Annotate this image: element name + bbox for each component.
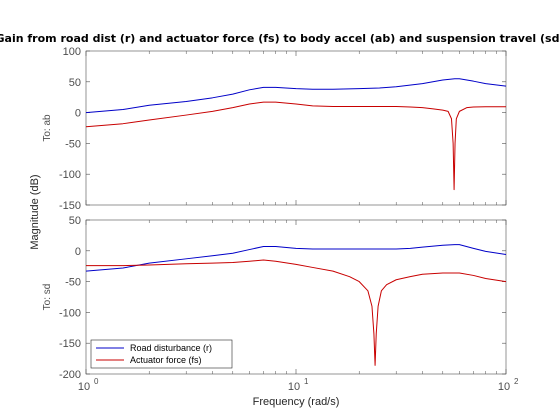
chart-title: Gain from road dist (r) and actuator for…: [0, 32, 560, 45]
series-line-actuator: [86, 259, 507, 366]
series-bottom: [85, 244, 507, 366]
y-tick-label: -150: [59, 200, 81, 212]
x-axis-label: Frequency (rad/s): [253, 396, 340, 408]
series-line-actuator: [85, 101, 506, 191]
y-tick-label: 0: [75, 108, 81, 120]
grid-top: [85, 51, 507, 205]
panel-body-accel: -150 -100 -50 0 50 100 To: ab: [42, 46, 507, 212]
y-tick-label: 50: [69, 77, 81, 89]
y-axis-label: Magnitude (dB): [29, 174, 41, 249]
panel-label-bottom: To: sd: [42, 284, 53, 311]
y-tick-label: 100: [63, 46, 81, 58]
grid-bottom: [85, 220, 507, 374]
x-tick-exponent: 1: [304, 377, 309, 386]
series-line-road: [85, 244, 507, 272]
y-tick-label: -50: [65, 138, 81, 150]
y-tick-label: -50: [65, 277, 81, 289]
x-axis-ticks: 10 0 10 1 10 2: [78, 377, 519, 393]
legend-label-actuator: Actuator force (fs): [130, 355, 202, 365]
legend-label-road: Road disturbance (r): [130, 343, 212, 353]
y-tick-label: -200: [59, 369, 81, 381]
y-ticks-bottom: -200 -150 -100 -50 0 50: [59, 215, 506, 381]
legend-box: [90, 339, 233, 369]
y-ticks-top: -150 -100 -50 0 50 100: [59, 46, 506, 212]
plot-area-top: [85, 50, 507, 206]
x-tick-exponent: 0: [94, 377, 99, 386]
series-top: [85, 78, 507, 191]
series-line-road: [85, 78, 507, 114]
x-tick-label: 10: [498, 381, 510, 393]
y-tick-label: -100: [59, 169, 81, 181]
x-tick-exponent: 2: [514, 377, 519, 386]
y-tick-label: -100: [59, 307, 81, 319]
x-tick-label: 10: [288, 381, 300, 393]
legend: Road disturbance (r) Actuator force (fs): [90, 339, 233, 369]
panel-label-top: To: ab: [42, 114, 53, 142]
y-tick-label: 0: [75, 246, 81, 258]
y-tick-label: 50: [69, 215, 81, 227]
x-tick-label: 10: [78, 381, 90, 393]
y-tick-label: -150: [59, 338, 81, 350]
